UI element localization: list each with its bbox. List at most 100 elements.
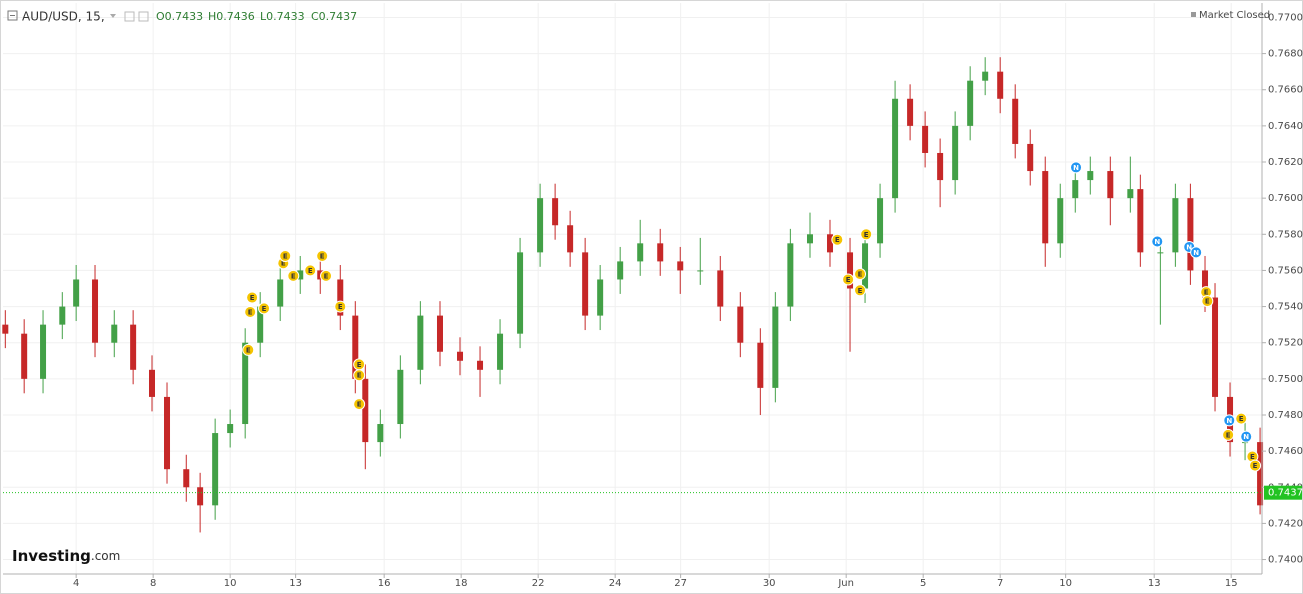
x-tick-label: 8: [150, 578, 156, 589]
event-marker[interactable]: [353, 398, 366, 411]
candle-body: [827, 234, 834, 253]
event-label: N: [1226, 417, 1232, 425]
candle-body: [967, 80, 974, 126]
candle-body: [497, 333, 504, 370]
event-marker[interactable]: [854, 268, 867, 281]
candle-body: [337, 279, 344, 316]
ohlc-low: L0.7433: [260, 10, 305, 23]
candle-body: [1057, 198, 1064, 244]
x-tick-label: 7: [997, 578, 1003, 589]
candle-body: [352, 315, 359, 379]
event-label: E: [1226, 431, 1231, 439]
brand-name: Investing: [12, 547, 91, 565]
candle-body: [183, 469, 190, 488]
settings-icon[interactable]: [124, 11, 135, 22]
y-tick-label: 0.7620: [1268, 157, 1303, 168]
event-label: N: [1073, 164, 1079, 172]
event-label: E: [246, 346, 251, 354]
event-label: E: [281, 260, 286, 268]
event-marker[interactable]: [246, 291, 259, 304]
event-marker[interactable]: [1201, 295, 1214, 308]
event-marker[interactable]: [304, 264, 317, 277]
candle-body: [40, 324, 47, 379]
market-status: Market Closed: [1199, 10, 1270, 21]
event-label: E: [291, 272, 296, 280]
x-tick-label: 16: [378, 578, 391, 589]
close-icon[interactable]: [138, 11, 149, 22]
event-marker[interactable]: [842, 273, 855, 286]
candle-body: [1172, 198, 1179, 253]
event-marker[interactable]: [860, 228, 873, 241]
event-marker[interactable]: [242, 343, 255, 356]
candle-body: [806, 234, 813, 244]
event-marker[interactable]: [287, 269, 300, 282]
event-label: E: [357, 361, 362, 369]
event-marker[interactable]: [831, 233, 844, 246]
x-tick-label: 13: [1148, 578, 1161, 589]
event-marker[interactable]: [1249, 459, 1262, 472]
candle-body: [297, 270, 304, 280]
candle-body: [717, 270, 724, 307]
candle-body: [1242, 442, 1249, 444]
candle-body: [1027, 143, 1034, 172]
event-marker[interactable]: [1240, 430, 1253, 443]
candle-body: [772, 306, 779, 388]
event-marker[interactable]: [854, 284, 867, 297]
event-marker[interactable]: [316, 249, 329, 262]
event-label: E: [283, 252, 288, 260]
event-marker[interactable]: [334, 300, 347, 313]
event-label: N: [1186, 243, 1192, 251]
x-tick-label: 5: [920, 578, 926, 589]
candle-body: [677, 261, 684, 271]
event-marker[interactable]: [1190, 246, 1203, 259]
event-marker[interactable]: [1151, 235, 1164, 248]
symbol[interactable]: AUD/USD, 15,: [22, 10, 105, 24]
candle-body: [1042, 171, 1049, 244]
event-label: E: [1250, 453, 1255, 461]
event-label: E: [250, 294, 255, 302]
event-marker[interactable]: [279, 249, 292, 262]
x-tick-label: 15: [1225, 578, 1238, 589]
candle-body: [597, 279, 604, 316]
x-tick-label: 24: [609, 578, 622, 589]
event-marker[interactable]: [320, 269, 333, 282]
candles: [2, 57, 1264, 533]
candle-body: [1202, 270, 1209, 298]
x-tick-label: 10: [1059, 578, 1072, 589]
dropdown-caret[interactable]: [110, 14, 116, 18]
x-tick-label: 18: [455, 578, 468, 589]
candle-body: [982, 71, 989, 81]
event-label: E: [320, 252, 325, 260]
candle-body: [537, 198, 544, 253]
event-marker[interactable]: [258, 302, 271, 315]
candle-body: [892, 98, 899, 199]
candle-body: [59, 306, 66, 325]
event-marker[interactable]: [1235, 412, 1248, 425]
candle-body: [567, 225, 574, 253]
event-label: E: [1253, 462, 1258, 470]
last-price-label: 0.7437: [1268, 488, 1303, 499]
brand: Investing.com: [12, 547, 120, 565]
event-marker[interactable]: [353, 369, 366, 382]
event-label: E: [324, 272, 329, 280]
candle-body: [227, 424, 234, 434]
event-marker[interactable]: [1222, 428, 1235, 441]
collapse-icon[interactable]: [7, 10, 18, 21]
candle-body: [862, 243, 869, 289]
candle-body: [197, 487, 204, 506]
candle-body: [1157, 252, 1164, 254]
event-marker[interactable]: [244, 305, 257, 318]
event-marker[interactable]: [1070, 161, 1083, 174]
event-label: E: [864, 231, 869, 239]
event-label: E: [1205, 298, 1210, 306]
brand-suffix: .com: [91, 549, 120, 563]
candle-body: [397, 369, 404, 425]
candle-body: [847, 252, 854, 289]
y-tick-label: 0.7520: [1268, 338, 1303, 349]
event-label: E: [338, 303, 343, 311]
ohlc-open: O0.7433: [156, 10, 203, 23]
candle-body: [1137, 189, 1144, 253]
event-marker[interactable]: [1223, 414, 1236, 427]
candle-body: [1087, 171, 1094, 181]
candle-body: [164, 396, 171, 470]
